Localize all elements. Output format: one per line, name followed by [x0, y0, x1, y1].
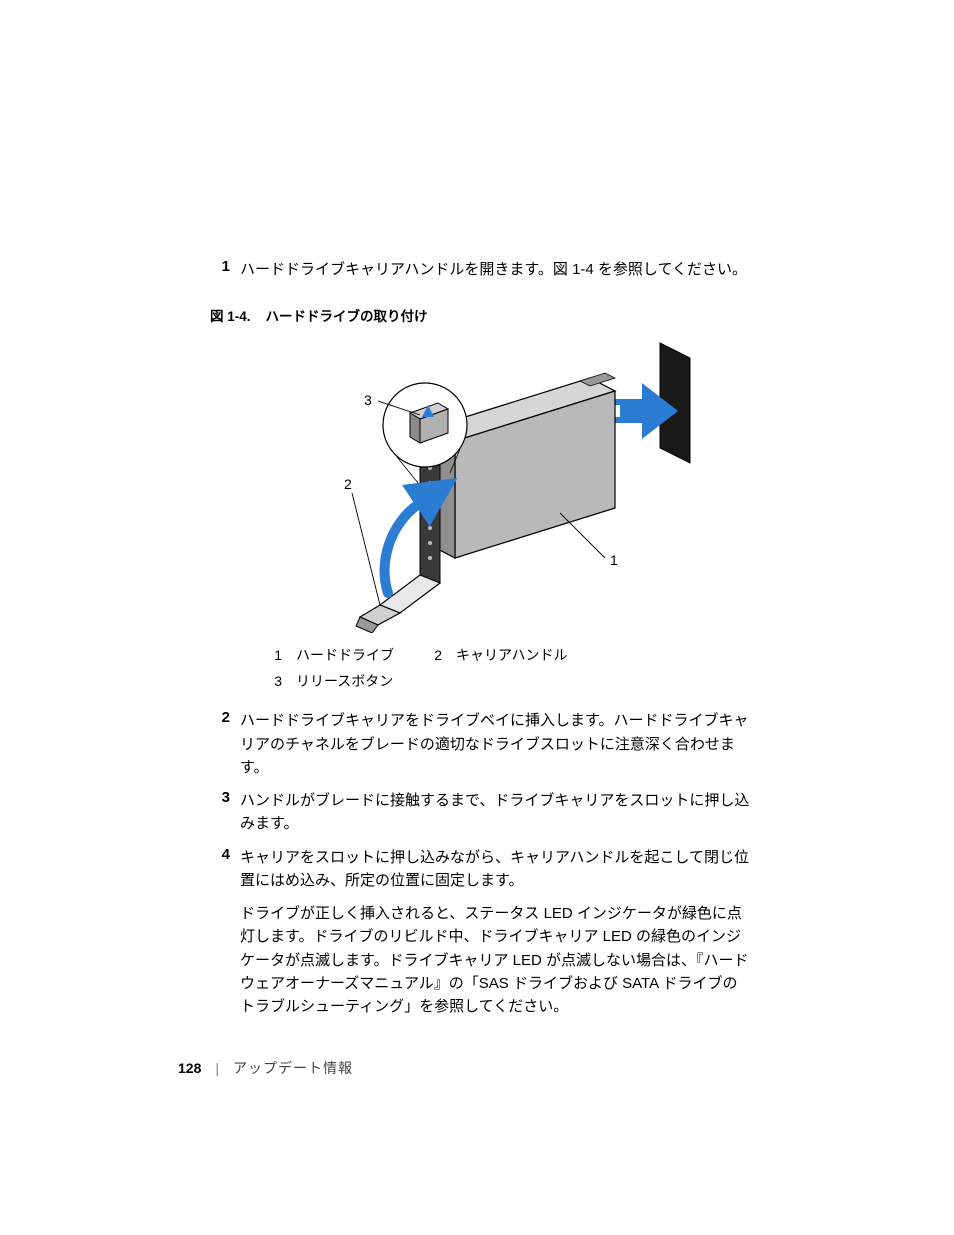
step-2: 2 ハードドライブキャリアをドライブベイに挿入します。ハードドライブキャリアのチ…: [210, 709, 750, 779]
legend-num: 2: [434, 647, 456, 663]
figure-legend: 1 ハードドライブ 2 キャリアハンドル 3 リリースボタン: [274, 645, 750, 691]
legend-label: リリースボタン: [296, 671, 393, 691]
step-note: ドライブが正しく挿入されると、ステータス LED インジケータが緑色に点灯します…: [240, 902, 750, 1018]
hard-drive-install-diagram: 1 2 3: [260, 333, 700, 633]
footer-separator: |: [215, 1060, 219, 1076]
step-text: ハンドルがブレードに接触するまで、ドライブキャリアをスロットに押し込みます。: [240, 789, 750, 836]
page-number: 128: [178, 1060, 201, 1076]
legend-label: ハードドライブ: [296, 645, 394, 665]
figure-caption: 図 1-4. ハードドライブの取り付け: [210, 305, 750, 325]
step-4: 4 キャリアをスロットに押し込みながら、キャリアハンドルを起こして閉じ位置にはめ…: [210, 846, 750, 893]
step-number: 3: [210, 789, 240, 836]
svg-text:1: 1: [610, 552, 618, 568]
figure-caption-title: ハードドライブの取り付け: [266, 309, 428, 324]
legend-num: 1: [274, 647, 296, 663]
step-1: 1 ハードドライブキャリアハンドルを開きます。図 1-4 を参照してください。: [210, 258, 750, 281]
page-content: 1 ハードドライブキャリアハンドルを開きます。図 1-4 を参照してください。 …: [210, 258, 750, 1028]
step-text: キャリアをスロットに押し込みながら、キャリアハンドルを起こして閉じ位置にはめ込み…: [240, 846, 750, 893]
step-3: 3 ハンドルがブレードに接触するまで、ドライブキャリアをスロットに押し込みます。: [210, 789, 750, 836]
legend-row: 1 ハードドライブ 2 キャリアハンドル: [274, 645, 750, 665]
legend-item-2: 2 キャリアハンドル: [434, 645, 567, 665]
step-text: ハードドライブキャリアハンドルを開きます。図 1-4 を参照してください。: [240, 258, 750, 281]
step-number: 1: [210, 258, 240, 281]
figure: 1 2 3: [210, 333, 750, 633]
step-number: 4: [210, 846, 240, 893]
step-number: 2: [210, 709, 240, 779]
footer-title: アップデート情報: [233, 1058, 353, 1078]
legend-item-1: 1 ハードドライブ: [274, 645, 394, 665]
legend-num: 3: [274, 673, 296, 689]
svg-text:3: 3: [364, 392, 372, 408]
legend-row: 3 リリースボタン: [274, 671, 750, 691]
legend-item-3: 3 リリースボタン: [274, 671, 393, 691]
figure-caption-prefix: 図 1-4.: [210, 309, 251, 324]
page-footer: 128 | アップデート情報: [178, 1058, 353, 1078]
legend-label: キャリアハンドル: [456, 645, 567, 665]
step-text: ハードドライブキャリアをドライブベイに挿入します。ハードドライブキャリアのチャネ…: [240, 709, 750, 779]
svg-text:2: 2: [344, 476, 352, 492]
